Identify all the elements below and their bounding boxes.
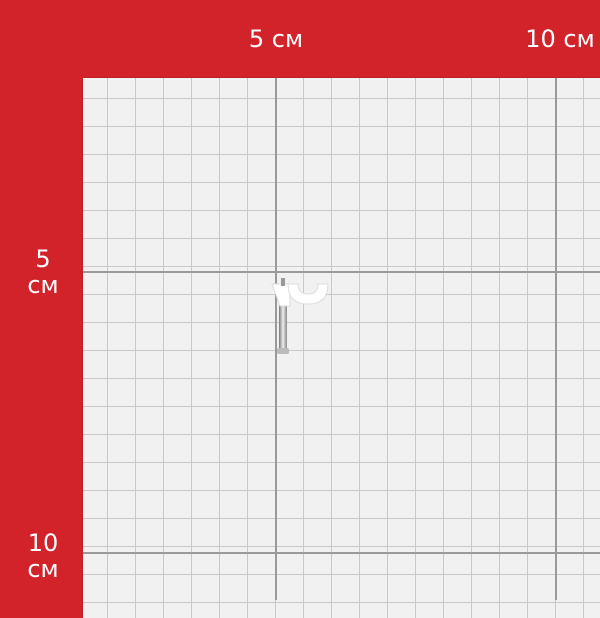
clip-loop — [287, 283, 329, 305]
top-label-5cm: 5 см — [248, 25, 304, 53]
grid-major-line-10cm-horizontal — [83, 552, 600, 554]
left-label-number: 10 — [27, 529, 59, 557]
nail-head — [281, 278, 285, 286]
cable-clip-image — [271, 278, 329, 354]
measurement-grid — [83, 78, 600, 618]
left-label-number: 5 — [35, 245, 51, 273]
left-label-10cm: 10 см — [18, 530, 68, 582]
grid-major-line-5cm-vertical — [275, 78, 277, 600]
nail-shank — [279, 300, 287, 352]
nail-tip — [277, 348, 289, 354]
left-label-unit: см — [27, 555, 59, 583]
grid-major-line-5cm-horizontal — [83, 271, 600, 273]
left-label-5cm: 5 см — [18, 246, 68, 298]
clip-body — [271, 283, 291, 307]
top-label-10cm: 10 см — [525, 25, 595, 53]
grid-major-line-10cm-vertical — [555, 78, 557, 600]
left-label-unit: см — [27, 271, 59, 299]
